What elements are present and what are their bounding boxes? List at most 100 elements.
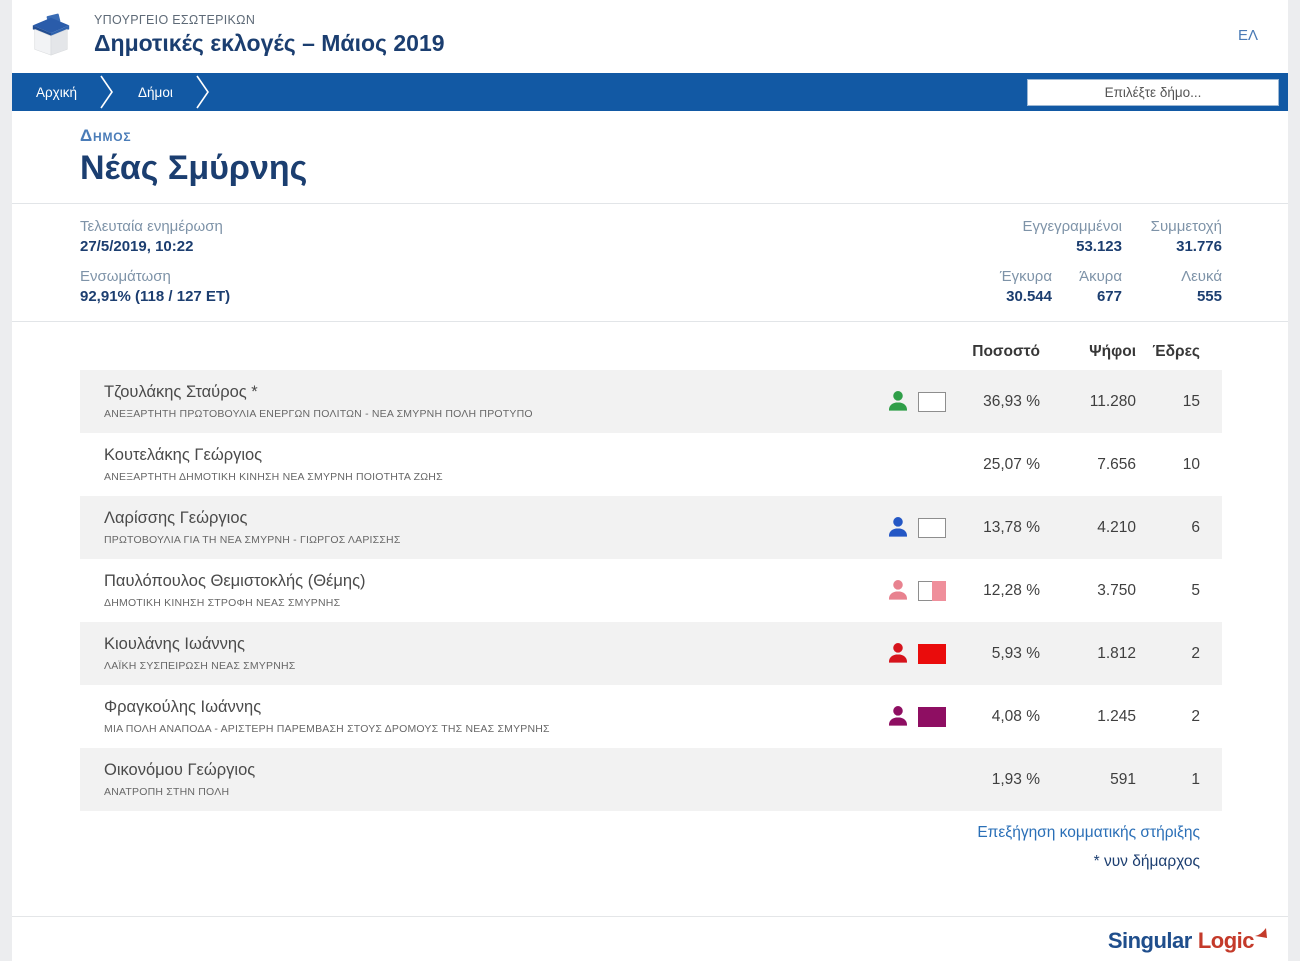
ballot-box-icon: [32, 13, 70, 56]
app-title: Δημοτικές εκλογές – Μάιος 2019: [94, 30, 445, 56]
last-update-value: 27/5/2019, 10:22: [80, 238, 194, 255]
person-icon: [889, 516, 907, 537]
percent-header: Ποσοστό: [972, 343, 1040, 360]
results-table: Ποσοστό Ψήφοι Έδρες Τζουλάκης Σταύρος * …: [12, 322, 1288, 811]
party-name: ΛΑΪΚΗ ΣΥΣΠΕΙΡΩΣΗ ΝΕΑΣ ΣΜΥΡΝΗΣ: [104, 660, 296, 672]
breadcrumb-item-municipalities[interactable]: Δήμοι: [138, 84, 173, 100]
votes-header: Ψήφοι: [1089, 343, 1136, 360]
valid-value: 30.544: [1006, 288, 1052, 305]
last-update-label: Τελευταία ενημέρωση: [80, 218, 223, 235]
registered-label: Εγγεγραμμένοι: [1022, 218, 1122, 235]
language-switcher[interactable]: ΕΛ: [1237, 26, 1258, 44]
person-icon: [889, 705, 907, 726]
municipality-label: Δήμος: [80, 126, 132, 145]
percent-cell: 13,78 %: [983, 518, 1040, 536]
party-name: ΔΗΜΟΤΙΚΗ ΚΙΝΗΣΗ ΣΤΡΟΦΗ ΝΕΑΣ ΣΜΥΡΝΗΣ: [104, 597, 341, 609]
votes-cell: 4.210: [1097, 518, 1136, 536]
candidate-row[interactable]: Παυλόπουλος Θεμιστοκλής (Θέμης) ΔΗΜΟΤΙΚΗ…: [80, 559, 1222, 622]
votes-cell: 7.656: [1097, 455, 1136, 473]
party-support-legend-link[interactable]: Επεξήγηση κομματικής στήριξης: [977, 824, 1200, 841]
party-support-icon: [858, 515, 950, 541]
invalid-value: 677: [1096, 288, 1122, 305]
party-flag-icon: [918, 391, 946, 412]
percent-cell: 12,28 %: [983, 581, 1040, 599]
candidate-info: Φραγκούλης Ιωάννης ΜΙΑ ΠΟΛΗ ΑΝΑΠΟΔΑ - ΑΡ…: [104, 698, 858, 735]
party-flag-icon: [918, 706, 946, 727]
logo-text-singular: Singular: [1107, 928, 1193, 953]
votes-cell: 11.280: [1089, 392, 1136, 410]
party-name: ΜΙΑ ΠΟΛΗ ΑΝΑΠΟΔΑ - ΑΡΙΣΤΕΡΗ ΠΑΡΕΜΒΑΣΗ ΣΤ…: [104, 723, 550, 735]
breadcrumb-bar: Αρχική Δήμοι: [12, 73, 1288, 111]
party-name: ΑΝΑΤΡΟΠΗ ΣΤΗΝ ΠΟΛΗ: [104, 786, 230, 798]
candidate-row[interactable]: Φραγκούλης Ιωάννης ΜΙΑ ΠΟΛΗ ΑΝΑΠΟΔΑ - ΑΡ…: [80, 685, 1222, 748]
candidate-name: Παυλόπουλος Θεμιστοκλής (Θέμης): [104, 572, 366, 590]
candidate-name: Κουτελάκης Γεώργιος: [104, 446, 263, 464]
party-support-icon: [858, 704, 950, 730]
party-name: ΑΝΕΞΑΡΤΗΤΗ ΠΡΩΤΟΒΟΥΛΙΑ ΕΝΕΡΓΩΝ ΠΟΛΙΤΩΝ -…: [104, 408, 533, 420]
page: ΥΠΟΥΡΓΕΙΟ ΕΣΩΤΕΡΙΚΩΝ Δημοτικές εκλογές –…: [12, 0, 1288, 961]
blank-value: 555: [1196, 288, 1222, 305]
footer: Singular Logic: [12, 916, 1288, 961]
seats-cell: 2: [1191, 644, 1200, 662]
party-name: ΠΡΩΤΟΒΟΥΛΙΑ ΓΙΑ ΤΗ ΝΕΑ ΣΜΥΡΝΗ - ΓΙΩΡΓΟΣ …: [104, 534, 401, 546]
percent-cell: 5,93 %: [991, 644, 1040, 662]
percent-cell: 25,07 %: [983, 455, 1040, 473]
party-flag-icon: [918, 643, 946, 664]
candidate-info: Κιουλάνης Ιωάννης ΛΑΪΚΗ ΣΥΣΠΕΙΡΩΣΗ ΝΕΑΣ …: [104, 635, 858, 672]
ministry-label: ΥΠΟΥΡΓΕΙΟ ΕΣΩΤΕΡΙΚΩΝ: [94, 13, 256, 27]
candidate-name: Κιουλάνης Ιωάννης: [104, 635, 246, 653]
percent-cell: 4,08 %: [991, 707, 1040, 725]
percent-cell: 36,93 %: [983, 392, 1040, 410]
integration-label: Ενσωμάτωση: [80, 268, 171, 285]
candidate-info: Παυλόπουλος Θεμιστοκλής (Θέμης) ΔΗΜΟΤΙΚΗ…: [104, 572, 858, 609]
results-table-body: Τζουλάκης Σταύρος * ΑΝΕΞΑΡΤΗΤΗ ΠΡΩΤΟΒΟΥΛ…: [80, 370, 1222, 811]
invalid-label: Άκυρα: [1079, 268, 1122, 285]
notes: Επεξήγηση κομματικής στήριξης * νυν δήμα…: [12, 811, 1288, 871]
candidate-info: Οικονόμου Γεώργιος ΑΝΑΤΡΟΠΗ ΣΤΗΝ ΠΟΛΗ: [104, 761, 858, 798]
seats-cell: 6: [1191, 518, 1200, 536]
person-icon: [889, 579, 907, 600]
candidate-info: Τζουλάκης Σταύρος * ΑΝΕΞΑΡΤΗΤΗ ΠΡΩΤΟΒΟΥΛ…: [104, 383, 858, 420]
stats-section: Τελευταία ενημέρωση 27/5/2019, 10:22 Ενσ…: [12, 204, 1288, 322]
candidate-name: Τζουλάκης Σταύρος *: [104, 383, 258, 401]
person-icon: [889, 390, 907, 411]
candidate-info: Λαρίσσης Γεώργιος ΠΡΩΤΟΒΟΥΛΙΑ ΓΙΑ ΤΗ ΝΕΑ…: [104, 509, 858, 546]
header-text: ΥΠΟΥΡΓΕΙΟ ΕΣΩΤΕΡΙΚΩΝ Δημοτικές εκλογές –…: [94, 13, 445, 57]
candidate-name: Λαρίσσης Γεώργιος: [104, 509, 248, 527]
party-support-icon: [858, 389, 950, 415]
votes-cell: 3.750: [1097, 581, 1136, 599]
municipality-name: Νέας Σμύρνης: [80, 149, 308, 187]
seats-cell: 10: [1182, 455, 1200, 473]
results-table-header: Ποσοστό Ψήφοι Έδρες: [80, 343, 1222, 361]
candidate-row[interactable]: Λαρίσσης Γεώργιος ΠΡΩΤΟΒΟΥΛΙΑ ΓΙΑ ΤΗ ΝΕΑ…: [80, 496, 1222, 559]
candidate-info: Κουτελάκης Γεώργιος ΑΝΕΞΑΡΤΗΤΗ ΔΗΜΟΤΙΚΗ …: [104, 446, 858, 483]
seats-cell: 1: [1191, 770, 1200, 788]
municipality-search-input[interactable]: [1027, 78, 1279, 106]
party-support-icon: [858, 578, 950, 604]
party-flag-icon: [918, 580, 946, 601]
candidate-row[interactable]: Κουτελάκης Γεώργιος ΑΝΕΞΑΡΤΗΤΗ ΔΗΜΟΤΙΚΗ …: [80, 433, 1222, 496]
valid-label: Έγκυρα: [999, 268, 1052, 285]
registered-value: 53.123: [1076, 238, 1122, 255]
participation-value: 31.776: [1176, 238, 1222, 255]
logo-text-logic: Logic: [1197, 928, 1255, 953]
stats-left: Τελευταία ενημέρωση 27/5/2019, 10:22 Ενσ…: [80, 217, 230, 307]
party-flag-icon: [918, 517, 946, 538]
municipality-section: Δήμος Νέας Σμύρνης: [12, 111, 1288, 204]
party-name: ΑΝΕΞΑΡΤΗΤΗ ΔΗΜΟΤΙΚΗ ΚΙΝΗΣΗ ΝΕΑ ΣΜΥΡΝΗ ΠΟ…: [104, 471, 443, 483]
header: ΥΠΟΥΡΓΕΙΟ ΕΣΩΤΕΡΙΚΩΝ Δημοτικές εκλογές –…: [12, 0, 1288, 70]
person-icon: [889, 642, 907, 663]
seats-header: Έδρες: [1152, 343, 1200, 360]
seats-cell: 5: [1191, 581, 1200, 599]
party-support-icon: [858, 641, 950, 667]
candidate-row[interactable]: Οικονόμου Γεώργιος ΑΝΑΤΡΟΠΗ ΣΤΗΝ ΠΟΛΗ 1,…: [80, 748, 1222, 811]
incumbent-note: * νυν δήμαρχος: [1093, 853, 1200, 870]
candidate-row[interactable]: Κιουλάνης Ιωάννης ΛΑΪΚΗ ΣΥΣΠΕΙΡΩΣΗ ΝΕΑΣ …: [80, 622, 1222, 685]
blank-label: Λευκά: [1181, 268, 1222, 285]
candidate-row[interactable]: Τζουλάκης Σταύρος * ΑΝΕΞΑΡΤΗΤΗ ΠΡΩΤΟΒΟΥΛ…: [80, 370, 1222, 433]
seats-cell: 15: [1182, 392, 1200, 410]
breadcrumb-item-home[interactable]: Αρχική: [36, 84, 78, 100]
votes-cell: 1.245: [1097, 707, 1136, 725]
singularlogic-logo[interactable]: Singular Logic: [1108, 928, 1268, 954]
candidate-name: Φραγκούλης Ιωάννης: [104, 698, 262, 716]
